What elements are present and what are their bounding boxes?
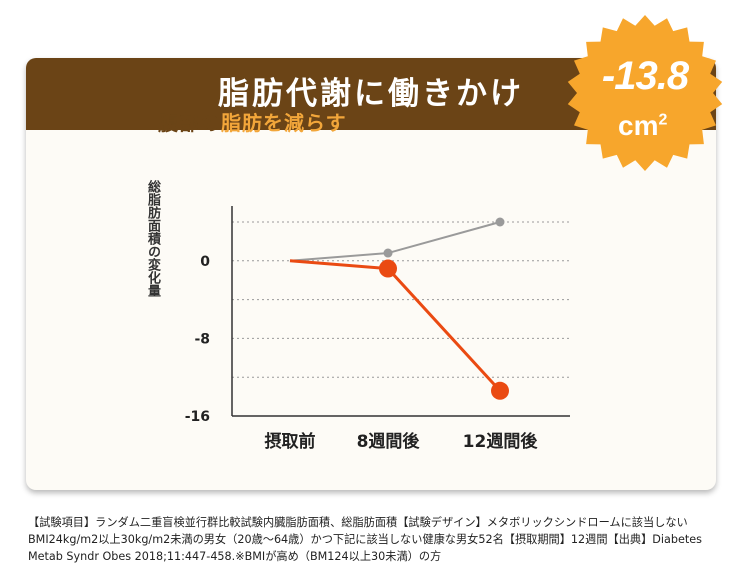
badge-unit-text: cm	[618, 110, 659, 141]
y-axis-label: 総脂肪面積の変化量	[145, 180, 160, 297]
y-tick-label: -8	[194, 331, 210, 347]
series-line	[289, 259, 502, 392]
x-tick-label: 8週間後	[357, 431, 421, 452]
badge-unit: cm2	[618, 110, 667, 142]
chart-title-part2: 脂肪を減らす	[221, 111, 347, 135]
series-line	[289, 221, 501, 262]
badge-starburst	[567, 15, 723, 171]
data-point	[383, 248, 393, 258]
y-tick-label: 0	[200, 254, 210, 270]
data-point	[491, 381, 509, 400]
badge-value: -13.8	[601, 54, 689, 98]
study-footnote: 【試験項目】ランダム二重盲検並行群比較試験内臓脂肪面積、総脂肪面積【試験デザイン…	[28, 516, 702, 563]
y-tick-label: -16	[185, 409, 210, 425]
chart-title-part1: 腹部の	[158, 111, 221, 135]
data-point	[495, 217, 505, 227]
data-point	[379, 259, 397, 278]
x-tick-label: 摂取前	[265, 431, 316, 452]
badge-unit-exponent: 2	[658, 111, 668, 129]
banner-title: 脂肪代謝に働きかけ	[218, 76, 524, 112]
chart-title: 腹部の脂肪を減らす	[158, 110, 347, 136]
x-tick-label: 12週間後	[463, 431, 539, 452]
